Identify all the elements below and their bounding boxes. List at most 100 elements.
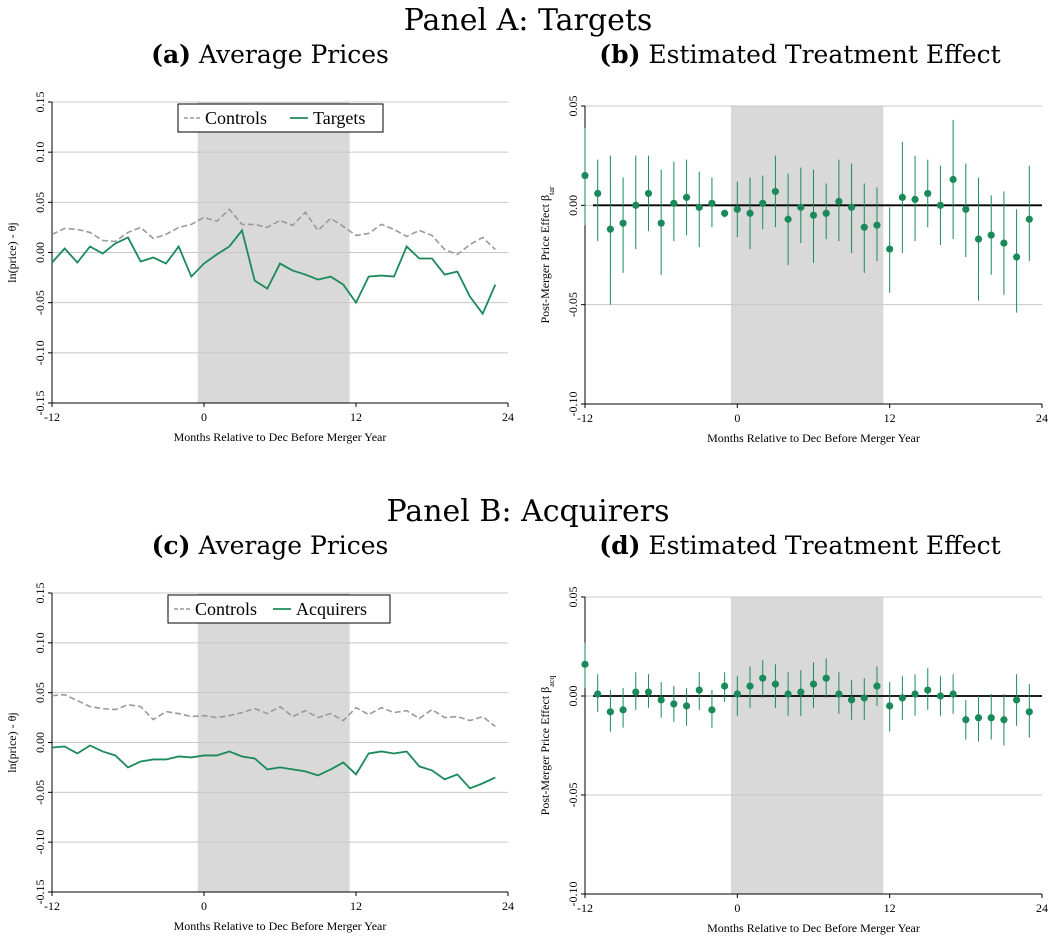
y-tick-label: -0.10 bbox=[33, 830, 47, 855]
x-axis-label: Months Relative to Dec Before Merger Yea… bbox=[707, 921, 920, 935]
point-estimate bbox=[632, 201, 640, 209]
point-estimate bbox=[1013, 253, 1021, 261]
point-estimate bbox=[847, 203, 856, 211]
point-estimate bbox=[644, 189, 653, 198]
y-tick-label: 0.05 bbox=[33, 682, 47, 703]
point-estimate bbox=[606, 708, 614, 716]
y-tick-label: -0.10 bbox=[33, 340, 47, 365]
chart-b-label: (b) bbox=[599, 40, 641, 69]
point-estimate bbox=[746, 682, 754, 690]
point-estimate bbox=[695, 686, 703, 694]
chart-b-treatment-effect-targets: -0.10 -0.05 0.00 0.05 -12 0 12 24 Months Relativ… bbox=[538, 96, 1048, 446]
point-estimate bbox=[632, 688, 640, 696]
point-estimate bbox=[721, 682, 729, 690]
chart-d-title-text: Estimated Treatment Effect bbox=[648, 531, 1001, 560]
x-tick-label: 12 bbox=[884, 411, 896, 425]
x-tick-label: 12 bbox=[884, 901, 896, 915]
point-estimate bbox=[936, 201, 945, 209]
point-estimate bbox=[594, 189, 602, 198]
point-estimate bbox=[911, 195, 919, 203]
y-tick-label: 0.10 bbox=[33, 142, 47, 163]
point-estimate bbox=[822, 209, 830, 217]
point-estimate bbox=[581, 171, 589, 180]
legend-controls-label: Controls bbox=[205, 108, 267, 128]
y-axis-label-subscript: tar bbox=[547, 186, 556, 195]
shaded-merger-window bbox=[730, 106, 884, 404]
point-estimate bbox=[771, 680, 780, 688]
point-estimate bbox=[873, 221, 881, 229]
y-axis-label: Post-Merger Price Effect βacq bbox=[538, 676, 556, 816]
chart-d-title: (d) Estimated Treatment Effect bbox=[540, 531, 1056, 560]
treated-series-line bbox=[51, 744, 496, 790]
point-estimate bbox=[746, 209, 754, 217]
y-tick-label: -0.05 bbox=[33, 780, 47, 805]
point-estimate bbox=[708, 199, 716, 207]
y-axis-label: ln(price) - θj bbox=[5, 222, 19, 282]
x-tick-label: 24 bbox=[1036, 411, 1048, 425]
point-estimate bbox=[721, 209, 729, 217]
x-tick-label: 0 bbox=[734, 901, 740, 915]
x-tick-label: -12 bbox=[577, 411, 593, 425]
point-estimate bbox=[581, 660, 589, 668]
y-tick-label: 0.15 bbox=[33, 583, 47, 604]
point-estimate bbox=[886, 245, 894, 253]
y-tick-label: -0.05 bbox=[33, 290, 47, 315]
point-estimate bbox=[809, 680, 818, 688]
point-estimate bbox=[657, 219, 665, 227]
point-estimate bbox=[771, 187, 780, 196]
legend-controls-label: Controls bbox=[195, 599, 257, 619]
y-tick-label: -0.15 bbox=[33, 391, 47, 416]
point-estimate bbox=[733, 690, 741, 698]
y-axis-label: ln(price) - θj bbox=[5, 712, 19, 772]
point-estimate bbox=[784, 690, 792, 698]
x-tick-label: 12 bbox=[350, 899, 362, 913]
chart-a-average-prices-targets: -0.15 -0.10 -0.05 0.00 0.05 0.10 0.15 -12 0 12 24 M… bbox=[5, 92, 514, 445]
y-tick-label: 0.10 bbox=[33, 632, 47, 653]
x-tick-label: 24 bbox=[1036, 901, 1048, 915]
legend: Controls Targets bbox=[177, 103, 384, 133]
point-estimate bbox=[924, 189, 932, 198]
y-axis-label-subscript: acq bbox=[547, 676, 556, 687]
point-estimate bbox=[619, 219, 627, 227]
point-estimate bbox=[670, 199, 678, 207]
x-tick-label: 0 bbox=[734, 411, 740, 425]
x-axis-label: Months Relative to Dec Before Merger Yea… bbox=[707, 431, 920, 445]
point-estimate bbox=[708, 706, 716, 714]
legend-treated-label: Acquirers bbox=[296, 599, 367, 619]
x-tick-label: 0 bbox=[201, 410, 207, 424]
point-estimate bbox=[594, 690, 602, 698]
point-estimate bbox=[911, 690, 919, 698]
point-estimate bbox=[784, 215, 792, 223]
y-tick-label: 0.00 bbox=[566, 195, 580, 216]
y-tick-label: -0.10 bbox=[566, 882, 580, 907]
chart-a-title: (a) Average Prices bbox=[10, 40, 530, 69]
treated-series-line bbox=[51, 228, 497, 316]
y-tick-label: 0.00 bbox=[33, 242, 47, 263]
point-estimate bbox=[644, 688, 653, 696]
panel-a-title: Panel A: Targets bbox=[403, 3, 653, 38]
x-axis-label: Months Relative to Dec Before Merger Yea… bbox=[174, 919, 387, 933]
controls-series-line bbox=[51, 693, 496, 728]
y-tick-label: -0.10 bbox=[566, 392, 580, 417]
chart-a-label: (a) bbox=[151, 40, 191, 69]
point-estimate bbox=[936, 692, 945, 700]
y-tick-label: -0.05 bbox=[566, 292, 580, 317]
point-estimate bbox=[695, 203, 703, 211]
point-estimate bbox=[873, 682, 881, 690]
y-tick-label: 0.05 bbox=[566, 587, 580, 608]
point-estimate bbox=[924, 686, 932, 694]
point-estimate bbox=[949, 175, 957, 184]
y-tick-label: 0.05 bbox=[566, 96, 580, 117]
x-tick-label: 24 bbox=[502, 899, 514, 913]
point-estimate bbox=[1025, 708, 1033, 716]
x-tick-label: 12 bbox=[350, 410, 362, 424]
point-estimate bbox=[657, 696, 665, 704]
point-estimate bbox=[860, 694, 868, 702]
point-estimate bbox=[860, 223, 868, 231]
point-estimate bbox=[733, 205, 741, 213]
legend-treated-label: Targets bbox=[313, 108, 365, 128]
point-estimate bbox=[759, 674, 767, 682]
point-estimate bbox=[606, 225, 614, 233]
point-estimate bbox=[835, 197, 843, 205]
chart-b-title-text: Estimated Treatment Effect bbox=[648, 40, 1001, 69]
